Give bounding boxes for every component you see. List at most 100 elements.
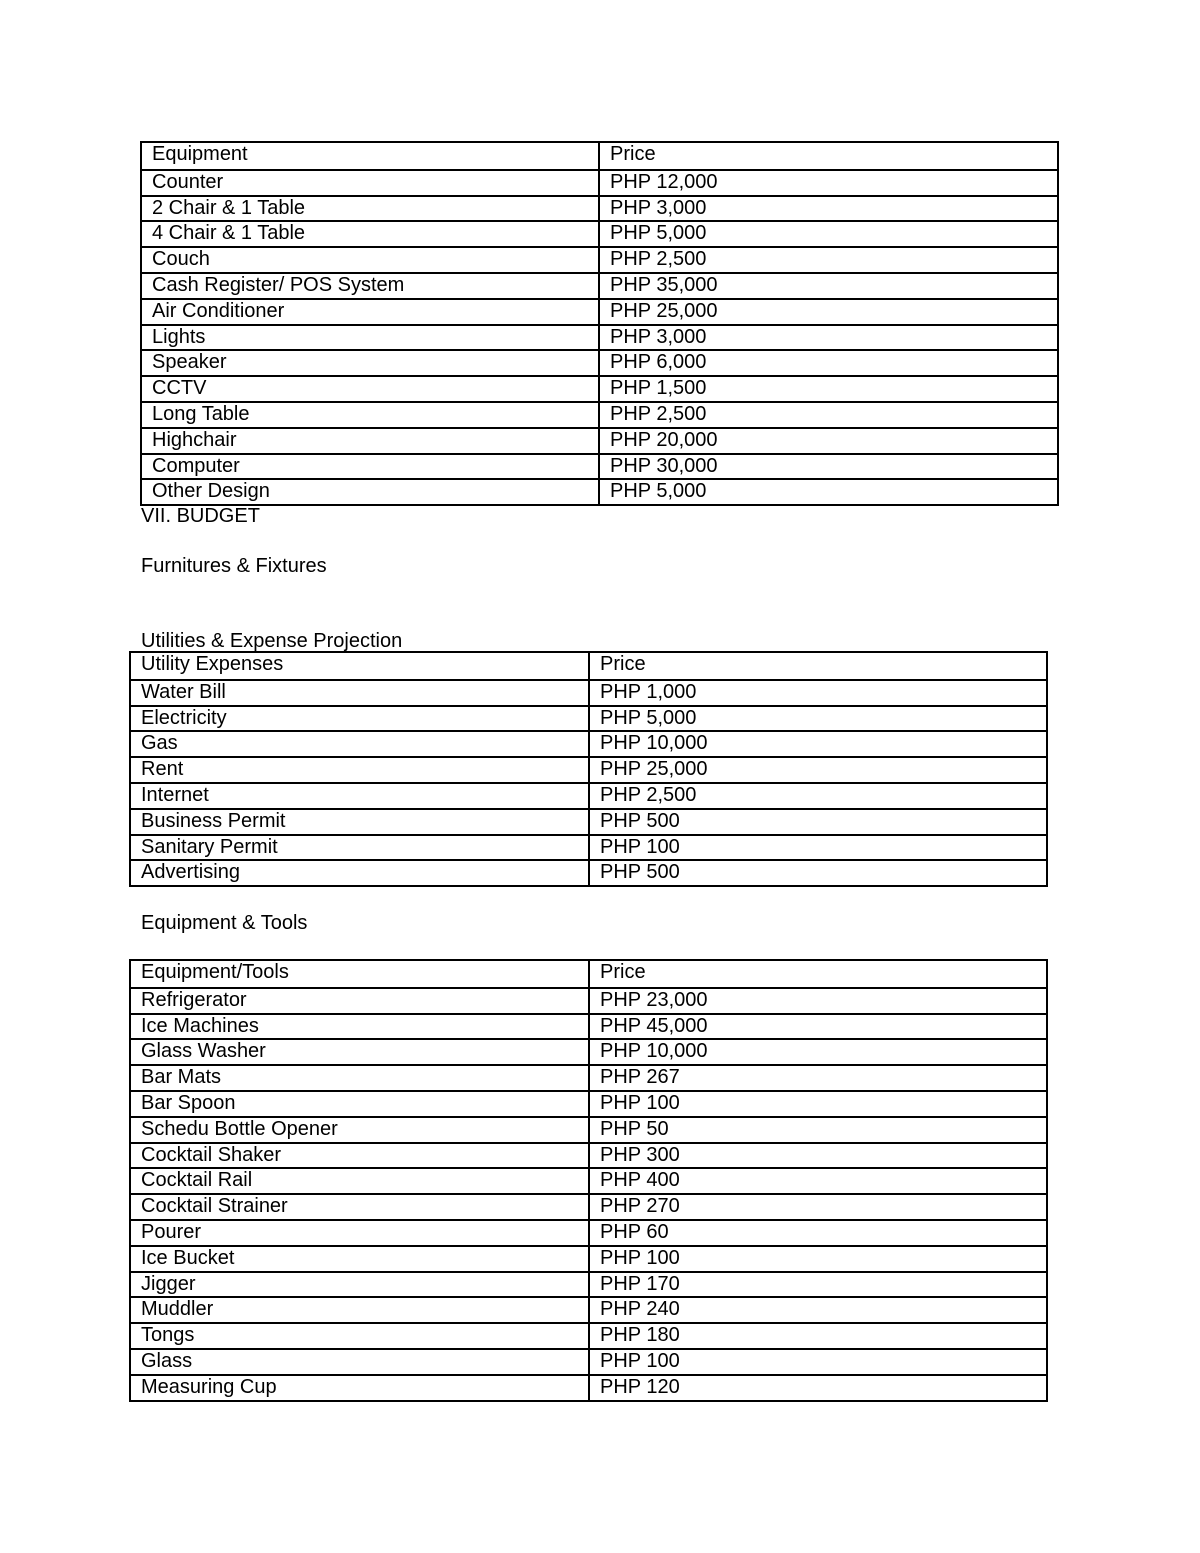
table-row: Lights PHP 3,000 bbox=[142, 323, 1057, 350]
item-name-cell: Pourer bbox=[131, 1220, 590, 1245]
table-row: Cocktail Shaker PHP 300 bbox=[131, 1141, 1046, 1168]
price-cell: PHP 5,000 bbox=[610, 480, 707, 503]
table-row: Refrigerator PHP 23,000 bbox=[131, 986, 1046, 1013]
price-cell: PHP 270 bbox=[600, 1195, 680, 1218]
price-cell: PHP 120 bbox=[600, 1375, 680, 1398]
item-name-cell: Bar Mats bbox=[131, 1066, 590, 1090]
table-row: 2 Chair & 1 Table PHP 3,000 bbox=[142, 194, 1057, 221]
item-name-cell: Measuring Cup bbox=[131, 1375, 590, 1400]
table-row: Schedu Bottle Opener PHP 50 bbox=[131, 1115, 1046, 1142]
item-name-cell: Couch bbox=[142, 248, 600, 272]
table-row: Glass Washer PHP 10,000 bbox=[131, 1038, 1046, 1065]
price-cell: PHP 300 bbox=[600, 1143, 680, 1166]
table-row: Computer PHP 30,000 bbox=[142, 452, 1057, 479]
table-row: Muddler PHP 240 bbox=[131, 1296, 1046, 1323]
furniture-table: Equipment Price Counter PHP 12,000 2 Chair &… bbox=[140, 141, 1059, 507]
item-name-cell: Counter bbox=[142, 170, 600, 195]
column-header-price: Price bbox=[600, 961, 646, 983]
table-row: Pourer PHP 60 bbox=[131, 1218, 1046, 1245]
price-cell: PHP 400 bbox=[600, 1169, 680, 1192]
item-name-cell: Ice Bucket bbox=[131, 1246, 590, 1271]
price-cell: PHP 23,000 bbox=[600, 988, 708, 1011]
equipment-table: Equipment/Tools Price Refrigerator PHP 23,0… bbox=[129, 959, 1048, 1402]
table-row: Jigger PHP 170 bbox=[131, 1270, 1046, 1297]
price-cell: PHP 1,500 bbox=[610, 377, 707, 400]
item-name-cell: Muddler bbox=[131, 1298, 590, 1323]
price-cell: PHP 60 bbox=[600, 1220, 669, 1243]
price-cell: PHP 500 bbox=[600, 861, 680, 884]
price-cell: PHP 2,500 bbox=[610, 248, 707, 271]
item-name-cell: 2 Chair & 1 Table bbox=[142, 196, 600, 221]
price-cell: PHP 267 bbox=[600, 1066, 680, 1089]
item-name-cell: Speaker bbox=[142, 351, 600, 376]
item-name-cell: Cocktail Strainer bbox=[131, 1195, 590, 1219]
table-row: Ice Bucket PHP 100 bbox=[131, 1244, 1046, 1271]
price-cell: PHP 1,000 bbox=[600, 680, 697, 703]
section-title: VII. BUDGET bbox=[141, 505, 260, 527]
price-cell: PHP 30,000 bbox=[610, 454, 718, 477]
price-cell: PHP 100 bbox=[600, 1349, 680, 1372]
item-name-cell: Computer bbox=[142, 454, 600, 479]
item-name-cell: Electricity bbox=[131, 706, 590, 731]
price-cell: PHP 240 bbox=[600, 1298, 680, 1321]
table-row: Business Permit PHP 500 bbox=[131, 807, 1046, 834]
item-name-cell: Lights bbox=[142, 325, 600, 350]
column-header-item: Equipment bbox=[142, 143, 600, 169]
item-name-cell: Business Permit bbox=[131, 809, 590, 834]
item-name-cell: Rent bbox=[131, 758, 590, 782]
item-name-cell: Schedu Bottle Opener bbox=[131, 1117, 590, 1142]
item-name-cell: Air Conditioner bbox=[142, 299, 600, 324]
equipment-heading: Equipment & Tools bbox=[141, 912, 308, 934]
table-row: Counter PHP 12,000 bbox=[142, 168, 1057, 195]
table-header-row: Equipment/Tools Price bbox=[131, 961, 1046, 987]
item-name-cell: Highchair bbox=[142, 428, 600, 453]
column-header-price: Price bbox=[610, 143, 656, 165]
table-row: Long Table PHP 2,500 bbox=[142, 400, 1057, 427]
price-cell: PHP 5,000 bbox=[600, 706, 697, 729]
item-name-cell: Jigger bbox=[131, 1272, 590, 1297]
price-cell: PHP 100 bbox=[600, 835, 680, 858]
column-header-item: Equipment/Tools bbox=[131, 961, 590, 987]
item-name-cell: Glass Washer bbox=[131, 1040, 590, 1065]
table-row: Gas PHP 10,000 bbox=[131, 730, 1046, 757]
item-name-cell: Gas bbox=[131, 732, 590, 757]
price-cell: PHP 25,000 bbox=[600, 758, 708, 781]
table-row: Couch PHP 2,500 bbox=[142, 246, 1057, 272]
utilities-heading: Utilities & Expense Projection bbox=[141, 630, 403, 652]
table-row: Tongs PHP 180 bbox=[131, 1322, 1046, 1348]
table-row: Glass PHP 100 bbox=[131, 1347, 1046, 1374]
price-cell: PHP 6,000 bbox=[610, 351, 707, 374]
item-name-cell: Glass bbox=[131, 1349, 590, 1374]
table-row: Ice Machines PHP 45,000 bbox=[131, 1012, 1046, 1039]
column-header-price: Price bbox=[600, 653, 646, 675]
item-name-cell: Long Table bbox=[142, 402, 600, 427]
item-name-cell: Other Design bbox=[142, 480, 600, 505]
table-row: Rent PHP 25,000 bbox=[131, 756, 1046, 782]
item-name-cell: Cocktail Shaker bbox=[131, 1143, 590, 1168]
item-name-cell: 4 Chair & 1 Table bbox=[142, 222, 600, 247]
price-cell: PHP 35,000 bbox=[610, 273, 718, 296]
price-cell: PHP 12,000 bbox=[610, 170, 718, 193]
price-cell: PHP 50 bbox=[600, 1117, 669, 1140]
item-name-cell: Cash Register/ POS System bbox=[142, 273, 600, 298]
price-cell: PHP 2,500 bbox=[600, 783, 697, 806]
table-row: Bar Spoon PHP 100 bbox=[131, 1089, 1046, 1116]
column-header-item: Utility Expenses bbox=[131, 653, 590, 679]
item-name-cell: Internet bbox=[131, 783, 590, 808]
price-cell: PHP 3,000 bbox=[610, 325, 707, 348]
item-name-cell: Sanitary Permit bbox=[131, 835, 590, 860]
item-name-cell: Advertising bbox=[131, 861, 590, 886]
furnitures-heading: Furnitures & Fixtures bbox=[141, 555, 327, 577]
table-row: 4 Chair & 1 Table PHP 5,000 bbox=[142, 220, 1057, 247]
price-cell: PHP 10,000 bbox=[600, 732, 708, 755]
price-cell: PHP 170 bbox=[600, 1272, 680, 1295]
table-row: Cocktail Rail PHP 400 bbox=[131, 1167, 1046, 1194]
table-row: Advertising PHP 500 bbox=[131, 859, 1046, 886]
table-row: Other Design PHP 5,000 bbox=[142, 478, 1057, 505]
item-name-cell: Tongs bbox=[131, 1324, 590, 1348]
price-cell: PHP 500 bbox=[600, 809, 680, 832]
item-name-cell: Ice Machines bbox=[131, 1014, 590, 1039]
price-cell: PHP 100 bbox=[600, 1246, 680, 1269]
table-header-row: Equipment Price bbox=[142, 143, 1057, 169]
table-header-row: Utility Expenses Price bbox=[131, 653, 1046, 679]
